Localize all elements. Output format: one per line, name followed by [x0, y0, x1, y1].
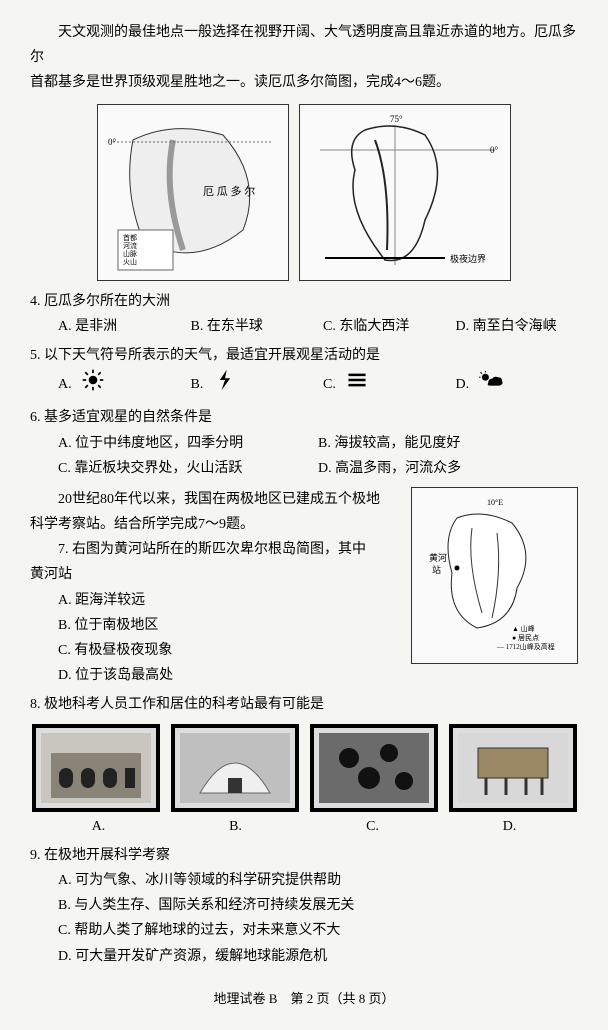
intro2-l2: 科学考察站。结合所学完成7～9题。: [30, 517, 254, 532]
q9-opt-a[interactable]: A. 可为气象、冰川等领域的科学研究提供帮助: [58, 868, 578, 893]
svg-text:厄 瓜 多 尔: 厄 瓜 多 尔: [203, 184, 255, 198]
fog-icon: [343, 368, 371, 401]
q5-stem: 5. 以下天气符号所表示的天气，最适宜开展观星活动的是: [30, 343, 578, 368]
cloudy-icon: [477, 368, 505, 401]
q6-opt-c[interactable]: C. 靠近板块交界处，火山活跃: [58, 456, 318, 481]
q5-opt-a[interactable]: A.: [58, 368, 181, 401]
q8-photo-a: [32, 724, 160, 812]
q5-options: A. B. C. D.: [58, 368, 578, 401]
q8-la[interactable]: A.: [39, 814, 159, 839]
q5-b-label: B.: [191, 377, 204, 392]
q4-opt-d[interactable]: D. 南至白令海峡: [456, 314, 579, 339]
q5-d-label: D.: [456, 377, 470, 392]
svg-text:极夜边界: 极夜边界: [450, 253, 486, 264]
svg-text:● 居民点: ● 居民点: [512, 634, 539, 642]
q6-opt-a[interactable]: A. 位于中纬度地区，四季分明: [58, 431, 318, 456]
q6-options: A. 位于中纬度地区，四季分明 B. 海拔较高，能见度好 C. 靠近板块交界处，…: [58, 431, 578, 481]
q9-opt-b[interactable]: B. 与人类生存、国际关系和经济可持续发展无关: [58, 893, 578, 918]
q4-stem: 4. 厄瓜多尔所在的大洲: [30, 289, 578, 314]
q8-stem: 8. 极地科考人员工作和居住的科考站最有可能是: [30, 692, 578, 717]
intro2-l1: 20世纪80年代以来，我国在两极地区已建成五个极地: [58, 492, 380, 507]
svg-text:10°E: 10°E: [487, 498, 503, 507]
q9-opt-c[interactable]: C. 帮助人类了解地球的过去，对未来意义不大: [58, 918, 578, 943]
svg-text:0°: 0°: [490, 145, 499, 155]
q8-photo-c: [310, 724, 438, 812]
q8-ld[interactable]: D.: [450, 814, 570, 839]
q5-c-label: C.: [323, 377, 336, 392]
svg-text:▲ 山峰: ▲ 山峰: [512, 624, 535, 633]
map-figures: 0° 厄 瓜 多 尔 首都 河流 山脉 火山 75° 0° 极夜边界: [30, 104, 578, 281]
spitsbergen-map: 10°E 黄河 站 ▲ 山峰 ● 居民点 — 1712山峰及高程: [411, 487, 578, 664]
q8-photos: [30, 724, 578, 812]
q8-photo-labels: A. B. C. D.: [30, 814, 578, 839]
intro-line1: 天文观测的最佳地点一般选择在视野开阔、大气透明度高且靠近赤道的地方。厄瓜多尔: [30, 25, 576, 65]
sun-icon: [79, 368, 107, 401]
lightning-icon: [211, 368, 239, 401]
svg-text:火山: 火山: [123, 257, 137, 266]
q5-a-label: A.: [58, 377, 72, 392]
q7-stem-l2: 黄河站: [30, 567, 72, 582]
q9-opt-d[interactable]: D. 可大量开发矿产资源，缓解地球能源危机: [58, 944, 578, 969]
q7-stem-l1: 7. 右图为黄河站所在的斯匹次卑尔根岛简图，其中: [58, 542, 366, 557]
q5-opt-d[interactable]: D.: [456, 368, 579, 401]
q7-opt-d[interactable]: D. 位于该岛最高处: [58, 663, 578, 688]
q9-stem: 9. 在极地开展科学考察: [30, 843, 578, 868]
svg-text:0°: 0°: [108, 137, 117, 147]
svg-text:黄河: 黄河: [429, 552, 447, 563]
q5-opt-c[interactable]: C.: [323, 368, 446, 401]
svg-text:75°: 75°: [390, 114, 403, 124]
q8-lc[interactable]: C.: [313, 814, 433, 839]
q8-lb[interactable]: B.: [176, 814, 296, 839]
intro-paragraph: 天文观测的最佳地点一般选择在视野开阔、大气透明度高且靠近赤道的地方。厄瓜多尔 首…: [30, 20, 578, 96]
svg-text:— 1712山峰及高程: — 1712山峰及高程: [496, 642, 555, 651]
page-footer: 地理试卷 B 第 2 页（共 8 页）: [30, 987, 578, 1010]
south-america-map: 75° 0° 极夜边界: [299, 104, 511, 281]
q6-opt-d[interactable]: D. 高温多雨，河流众多: [318, 456, 578, 481]
svg-text:首都: 首都: [123, 233, 137, 242]
q5-opt-b[interactable]: B.: [191, 368, 314, 401]
q6-opt-b[interactable]: B. 海拔较高，能见度好: [318, 431, 578, 456]
q8-photo-d: [449, 724, 577, 812]
intro-line2: 首都基多是世界顶级观星胜地之一。读厄瓜多尔简图，完成4～6题。: [30, 75, 450, 90]
q4-opt-b[interactable]: B. 在东半球: [191, 314, 314, 339]
q4-opt-a[interactable]: A. 是非洲: [58, 314, 181, 339]
svg-text:河流: 河流: [123, 241, 137, 250]
svg-text:山脉: 山脉: [123, 249, 137, 258]
ecuador-map: 0° 厄 瓜 多 尔 首都 河流 山脉 火山: [97, 104, 289, 281]
svg-text:站: 站: [432, 564, 441, 575]
q9-options: A. 可为气象、冰川等领域的科学研究提供帮助 B. 与人类生存、国际关系和经济可…: [58, 868, 578, 969]
q8-photo-b: [171, 724, 299, 812]
q4-options: A. 是非洲 B. 在东半球 C. 东临大西洋 D. 南至白令海峡: [58, 314, 578, 339]
q4-opt-c[interactable]: C. 东临大西洋: [323, 314, 446, 339]
q6-stem: 6. 基多适宜观星的自然条件是: [30, 405, 578, 430]
